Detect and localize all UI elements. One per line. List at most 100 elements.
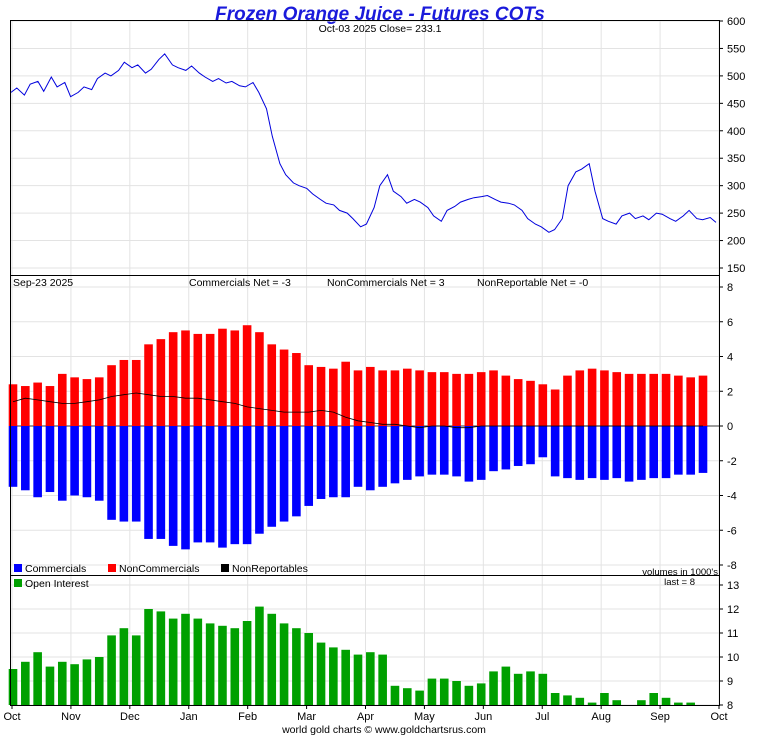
open-interest-bar xyxy=(205,623,215,705)
noncommercials-bar xyxy=(489,370,498,426)
commercials-bar xyxy=(378,426,387,487)
commercials-bar xyxy=(21,426,30,491)
commercials-bar xyxy=(415,426,424,477)
price-tick-label: 250 xyxy=(727,208,745,220)
noncommercials-bar xyxy=(205,333,215,426)
commercials-bar xyxy=(107,426,116,520)
open-interest-bar xyxy=(131,635,141,705)
noncommercials-bar xyxy=(45,386,55,426)
commercials-bar xyxy=(624,426,634,482)
open-interest-bar xyxy=(686,702,695,705)
cot-tick-label: 8 xyxy=(727,282,733,294)
noncommercials-bar xyxy=(279,349,289,426)
legend-swatch-nonreportables xyxy=(221,564,229,572)
noncommercials-bar xyxy=(341,361,350,426)
commercials-bar xyxy=(218,426,227,548)
legend-swatch-open-interest xyxy=(14,579,22,587)
x-tick-label: Aug xyxy=(591,711,611,723)
noncommercials-bar xyxy=(538,384,548,426)
open-interest-bar xyxy=(230,628,240,705)
noncommercials-bar xyxy=(70,377,79,426)
open-interest-bar xyxy=(193,618,203,705)
legend-label-noncommercials: NonCommercials xyxy=(119,563,200,575)
noncommercials-bar xyxy=(255,332,264,426)
open-interest-bar xyxy=(70,664,79,705)
noncommercials-bar xyxy=(686,377,695,426)
commercials-bar xyxy=(8,426,18,487)
noncommercials-bar xyxy=(378,370,387,426)
price-tick-label: 500 xyxy=(727,71,745,83)
nonreportables-line xyxy=(12,392,703,429)
commercials-bar xyxy=(402,426,412,480)
noncommercials-bar xyxy=(168,332,178,426)
noncommercials-bar xyxy=(8,384,18,426)
noncommercials-bar xyxy=(439,372,449,426)
commercials-net-label: Commercials Net = -3 xyxy=(189,277,291,289)
commercials-bar xyxy=(513,426,523,466)
open-interest-bar xyxy=(366,652,375,705)
noncommercials-bar xyxy=(674,375,683,426)
noncommercials-bar xyxy=(304,365,314,426)
commercials-bar xyxy=(316,426,326,499)
oi-tick-label: 12 xyxy=(727,604,739,616)
commercials-bar xyxy=(674,426,683,475)
open-interest-bar xyxy=(329,647,338,705)
x-tick-label: Nov xyxy=(61,711,81,723)
noncommercials-bar xyxy=(218,328,227,426)
open-interest-bar xyxy=(390,685,400,705)
commercials-bar xyxy=(427,426,437,475)
noncommercials-bar xyxy=(119,359,129,426)
commercials-bar xyxy=(82,426,92,498)
noncommercials-bar xyxy=(427,372,437,426)
noncommercials-bar xyxy=(366,366,375,426)
legend-swatch-noncommercials xyxy=(108,564,116,572)
x-tick-label: Oct xyxy=(710,711,727,723)
open-interest-bar xyxy=(292,628,301,705)
commercials-bar xyxy=(255,426,264,534)
nonreportable-net-label: NonReportable Net = -0 xyxy=(477,277,588,289)
noncommercials-bar xyxy=(513,379,523,426)
price-header: Oct-03 2025 Close= 233.1 xyxy=(319,23,442,35)
open-interest-bar xyxy=(267,613,277,705)
open-interest-bar xyxy=(513,673,523,705)
commercials-bar xyxy=(637,426,646,480)
open-interest-bar xyxy=(415,690,424,705)
commercials-bar xyxy=(353,426,363,487)
noncommercials-bar xyxy=(329,368,338,426)
noncommercials-bar xyxy=(698,375,708,426)
x-axis: Oct Nov Dec Jan Feb Mar Apr May Jun Jul Aug Sep Oct xyxy=(3,705,728,723)
noncommercials-bar xyxy=(94,377,104,426)
commercials-bar xyxy=(476,426,486,480)
open-interest-bar xyxy=(526,671,535,705)
open-interest-bar xyxy=(341,649,350,705)
x-tick-label: Apr xyxy=(357,711,374,723)
legend-label-open-interest: Open Interest xyxy=(25,578,89,590)
open-interest-bar xyxy=(464,685,474,705)
commercials-bar xyxy=(292,426,301,517)
open-interest-panel: Open Interest last = 8 8 9 10 11 12 13 xyxy=(8,575,739,712)
noncommercials-bar xyxy=(452,373,461,426)
open-interest-bar xyxy=(476,683,486,705)
open-interest-bar xyxy=(156,611,166,705)
noncommercials-bar xyxy=(661,373,671,426)
x-tick-label: Sep xyxy=(650,711,670,723)
chart-title: Frozen Orange Juice - Futures COTs xyxy=(215,4,545,25)
noncommercials-bar xyxy=(107,365,116,426)
commercials-bar xyxy=(661,426,671,479)
commercials-bar xyxy=(698,426,708,473)
oi-tick-label: 10 xyxy=(727,652,739,664)
oi-tick-label: 9 xyxy=(727,676,733,688)
price-tick-label: 200 xyxy=(727,236,745,248)
noncommercials-bar xyxy=(563,375,572,426)
commercials-bar xyxy=(366,426,375,491)
price-tick-label: 150 xyxy=(727,263,745,275)
open-interest-bar xyxy=(33,652,42,705)
price-tick-label: 300 xyxy=(727,181,745,193)
commercials-bar xyxy=(156,426,166,539)
open-interest-bar xyxy=(538,673,548,705)
open-interest-last: last = 8 xyxy=(664,577,695,588)
price-tick-label: 600 xyxy=(727,16,745,28)
legend-swatch-commercials xyxy=(14,564,22,572)
open-interest-bar xyxy=(94,657,104,705)
